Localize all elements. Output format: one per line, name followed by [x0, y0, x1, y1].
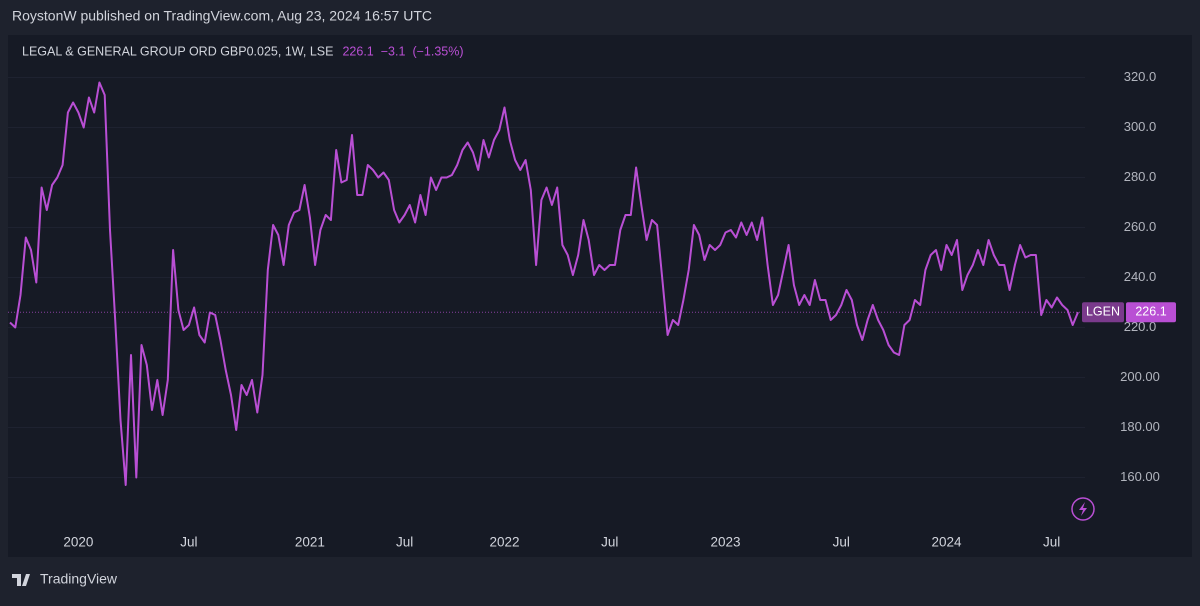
bolt-icon[interactable] — [1071, 497, 1095, 521]
x-tick-label: Jul — [1043, 535, 1060, 550]
bolt-circle[interactable] — [1071, 497, 1095, 521]
symbol-tag-bg — [1082, 302, 1124, 323]
y-tick-label: 280.0 — [1124, 169, 1157, 184]
price-tag-bg — [1126, 302, 1176, 323]
price-change: −3.1 — [381, 44, 406, 58]
x-tick-label: Jul — [180, 535, 197, 550]
publisher-note: RoystonW published on TradingView.com, A… — [12, 8, 432, 24]
legend: LEGAL & GENERAL GROUP ORD GBP0.025, 1W, … — [22, 44, 464, 58]
x-tick-label: 2023 — [710, 535, 740, 550]
symbol-title: LEGAL & GENERAL GROUP ORD GBP0.025, 1W, … — [22, 44, 333, 58]
x-tick-label: 2021 — [295, 535, 325, 550]
y-tick-label: 160.00 — [1120, 469, 1160, 484]
y-tick-label: 320.0 — [1124, 69, 1157, 84]
last-price: 226.1 — [342, 44, 373, 58]
footer-brand: TradingView — [40, 571, 118, 587]
price-tag: 226.1 — [1135, 305, 1166, 319]
x-tick-label: Jul — [396, 535, 413, 550]
y-tick-label: 300.0 — [1124, 119, 1157, 134]
x-tick-label: Jul — [601, 535, 618, 550]
y-tick-label: 240.0 — [1124, 269, 1157, 284]
grid — [8, 77, 1085, 478]
logo-mark — [12, 574, 30, 586]
price-line — [9, 81, 1079, 486]
y-tick-label: 260.0 — [1124, 219, 1157, 234]
price-change-percent: (−1.35%) — [412, 44, 463, 58]
symbol-tag: LGEN — [1086, 305, 1120, 319]
y-tick-label: 180.00 — [1120, 419, 1160, 434]
x-tick-label: 2020 — [63, 535, 93, 550]
y-tick-label: 200.00 — [1120, 369, 1160, 384]
y-tick-label: 220.0 — [1124, 319, 1157, 334]
plot-area — [8, 35, 1192, 557]
x-tick-label: Jul — [833, 535, 850, 550]
x-tick-label: 2022 — [490, 535, 520, 550]
x-tick-label: 2024 — [931, 535, 962, 550]
footer-logo: TradingView — [12, 571, 118, 587]
bolt-glyph[interactable] — [1079, 502, 1087, 516]
